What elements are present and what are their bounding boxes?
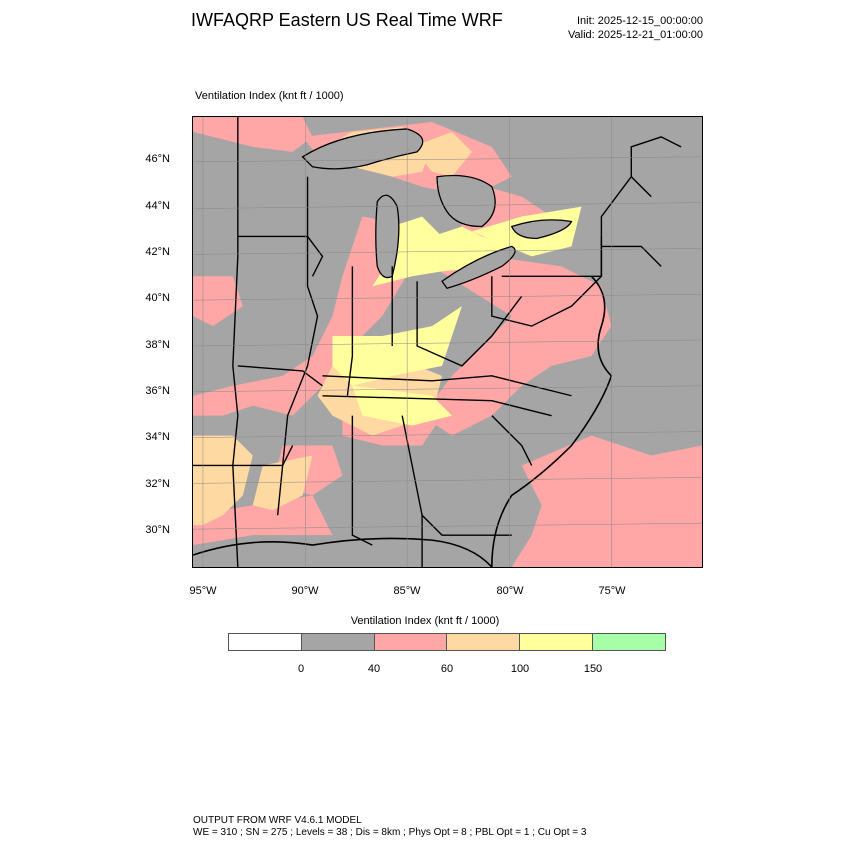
colorbar-segment bbox=[301, 634, 375, 650]
lon-label: 95°W bbox=[189, 585, 217, 597]
colorbar-tick: 60 bbox=[440, 663, 454, 675]
colorbar-segment bbox=[520, 634, 594, 650]
plot-field-label: Ventilation Index (knt ft / 1000) bbox=[195, 90, 344, 102]
colorbar-tick: 40 bbox=[367, 663, 381, 675]
model-version: OUTPUT FROM WRF V4.6.1 MODEL bbox=[193, 815, 362, 826]
colorbar-tick: 100 bbox=[510, 663, 530, 675]
colorbar bbox=[228, 633, 666, 651]
map-canvas bbox=[193, 117, 702, 567]
colorbar-tick: 150 bbox=[583, 663, 603, 675]
lon-label: 85°W bbox=[393, 585, 421, 597]
lon-label: 75°W bbox=[598, 585, 626, 597]
lat-label: 36°N bbox=[145, 385, 170, 397]
lon-label: 90°W bbox=[291, 585, 319, 597]
lat-label: 30°N bbox=[145, 524, 170, 536]
colorbar-segment bbox=[593, 634, 665, 650]
model-info-footer: OUTPUT FROM WRF V4.6.1 MODEL WE = 310 ; … bbox=[193, 815, 586, 839]
colorbar-segment bbox=[374, 634, 448, 650]
colorbar-tick: 0 bbox=[297, 663, 305, 675]
lat-label: 32°N bbox=[145, 478, 170, 490]
lat-label: 44°N bbox=[145, 200, 170, 212]
lat-label: 40°N bbox=[145, 292, 170, 304]
lat-label: 42°N bbox=[145, 246, 170, 258]
lake-erie bbox=[441, 245, 516, 289]
map-panel bbox=[192, 116, 703, 568]
lake-ontario bbox=[510, 219, 573, 240]
model-config: WE = 310 ; SN = 275 ; Levels = 38 ; Dis … bbox=[193, 827, 587, 838]
gulf-coastline bbox=[193, 537, 493, 567]
colorbar-segment bbox=[229, 634, 302, 650]
colorbar-segment bbox=[447, 634, 521, 650]
graticule bbox=[193, 117, 702, 567]
map-title: IWFAQRP Eastern US Real Time WRF bbox=[191, 10, 503, 30]
init-time: Init: 2025-12-15_00:00:00 bbox=[577, 15, 703, 27]
atlantic-coastline bbox=[491, 275, 613, 567]
lon-label: 80°W bbox=[496, 585, 524, 597]
valid-time: Valid: 2025-12-21_01:00:00 bbox=[568, 29, 703, 41]
state-borders bbox=[193, 117, 682, 567]
lake-michigan bbox=[375, 194, 400, 279]
lat-label: 34°N bbox=[145, 431, 170, 443]
colorbar-title: Ventilation Index (knt ft / 1000) bbox=[350, 615, 500, 627]
lat-label: 46°N bbox=[145, 153, 170, 165]
lake-superior bbox=[301, 128, 424, 170]
init-valid-times: Init: 2025-12-15_00:00:00 Valid: 2025-12… bbox=[568, 14, 703, 42]
lake-huron bbox=[436, 174, 496, 228]
great-lakes bbox=[301, 128, 573, 289]
lat-label: 38°N bbox=[145, 339, 170, 351]
